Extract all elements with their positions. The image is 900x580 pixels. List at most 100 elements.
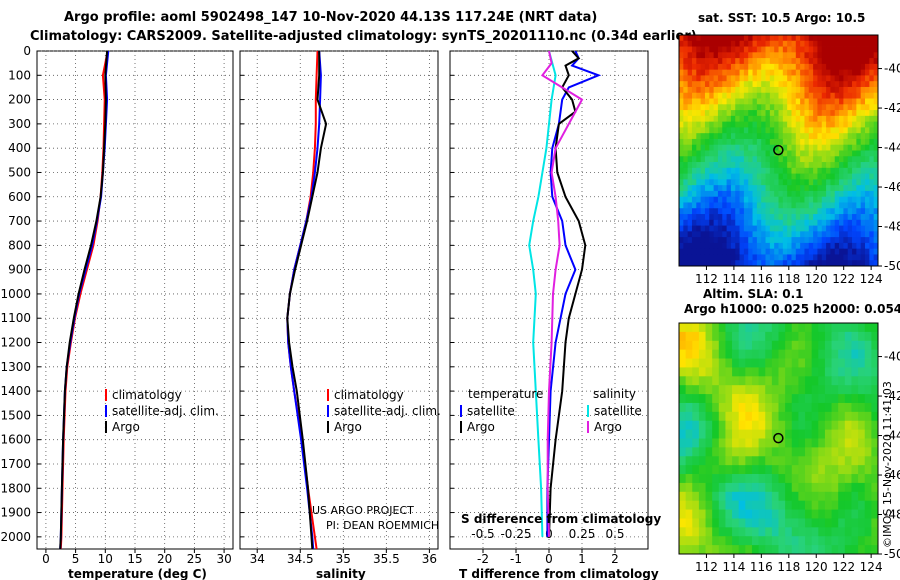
map-cell (817, 190, 823, 198)
map-cell (752, 86, 758, 94)
map-cell (858, 500, 866, 510)
y-tick-label: 300 (8, 117, 31, 131)
map-cell (698, 518, 706, 528)
map-cell (847, 231, 853, 238)
map-cell (725, 385, 733, 395)
map-cell (739, 254, 745, 261)
map-cell (756, 242, 762, 250)
y-tick-label: 2000 (0, 530, 31, 544)
map-cell (847, 196, 853, 203)
x-tick-label: 114 (722, 560, 745, 574)
map-cell (839, 104, 844, 111)
map-cell (813, 196, 818, 203)
map-cell (843, 81, 849, 88)
map-cell (811, 447, 819, 457)
map-cell (778, 438, 786, 448)
argo-position-marker (773, 432, 784, 444)
x-tick-label: -1 (510, 552, 522, 566)
map-cell (679, 162, 684, 169)
map-cell (852, 185, 857, 192)
series-line-climatology (59, 51, 109, 549)
map-cell (758, 420, 766, 431)
map-cell (808, 190, 814, 198)
map-cell (844, 420, 852, 431)
map-cell (679, 150, 684, 157)
map-cell (865, 98, 870, 105)
map-cell (860, 185, 866, 192)
map-cell (765, 190, 771, 198)
map-cell (847, 121, 853, 128)
map-cell (735, 69, 740, 76)
map-cell (691, 92, 697, 99)
map-cell (698, 545, 706, 555)
series-line-t-argo (548, 51, 587, 537)
map-cell (771, 500, 779, 510)
map-cell (860, 190, 866, 198)
map-cell (769, 190, 775, 198)
map-cell (834, 40, 840, 47)
map-cell (821, 63, 827, 71)
map-cell (865, 190, 870, 198)
map-cell (685, 527, 693, 537)
map-cell (765, 474, 773, 484)
map-cell (791, 340, 799, 351)
map-cell (813, 69, 818, 76)
map-cell (752, 133, 758, 140)
map-cell (722, 173, 727, 180)
map-cell (778, 349, 786, 359)
map-cell (800, 110, 805, 117)
map-cell (722, 144, 727, 151)
map-cell (778, 242, 784, 250)
map-cell (847, 208, 853, 215)
map-cell (791, 231, 797, 238)
map-cell (691, 219, 697, 226)
map-cell (769, 185, 775, 192)
map-cell (871, 340, 879, 351)
map-cell (761, 254, 766, 261)
map-cell (805, 420, 813, 431)
map-cell (771, 536, 779, 546)
map-cell (739, 86, 745, 94)
map-cell (817, 121, 823, 128)
map-cell (800, 69, 805, 76)
map-cell (769, 237, 775, 244)
map-cell (752, 185, 758, 192)
map-cell (813, 179, 818, 186)
map-cell (704, 248, 710, 255)
map-cell (774, 202, 779, 209)
map-cell (713, 150, 719, 157)
map-cell (869, 104, 875, 111)
map-cell (705, 474, 713, 484)
map-cell (839, 115, 844, 123)
map-cell (839, 127, 844, 134)
map-cell (830, 156, 836, 163)
map-cell (778, 115, 784, 123)
map-cell (834, 86, 840, 94)
map-cell (704, 46, 710, 53)
map-cell (745, 491, 753, 502)
map-cell (756, 86, 762, 94)
map-cell (685, 349, 693, 359)
map-cell (785, 536, 793, 546)
map-cell (817, 167, 823, 175)
map-cell (778, 225, 784, 232)
map-cell (795, 179, 801, 186)
map-cell (765, 394, 773, 404)
map-cell (860, 104, 866, 111)
map-cell (787, 248, 792, 255)
map-cell (765, 349, 773, 359)
map-cell (852, 231, 857, 238)
map-cell (751, 323, 759, 333)
map-cell (852, 75, 857, 82)
map-cell (751, 358, 759, 368)
map-cell (785, 429, 793, 439)
map-cell (856, 237, 862, 244)
map-cell (769, 156, 775, 163)
map-cell (725, 376, 733, 386)
map-cell (821, 242, 827, 250)
map-cell (718, 376, 726, 386)
map-cell (791, 420, 799, 431)
map-cell (751, 527, 759, 537)
map-cell (824, 518, 832, 528)
map-cell (761, 127, 766, 134)
